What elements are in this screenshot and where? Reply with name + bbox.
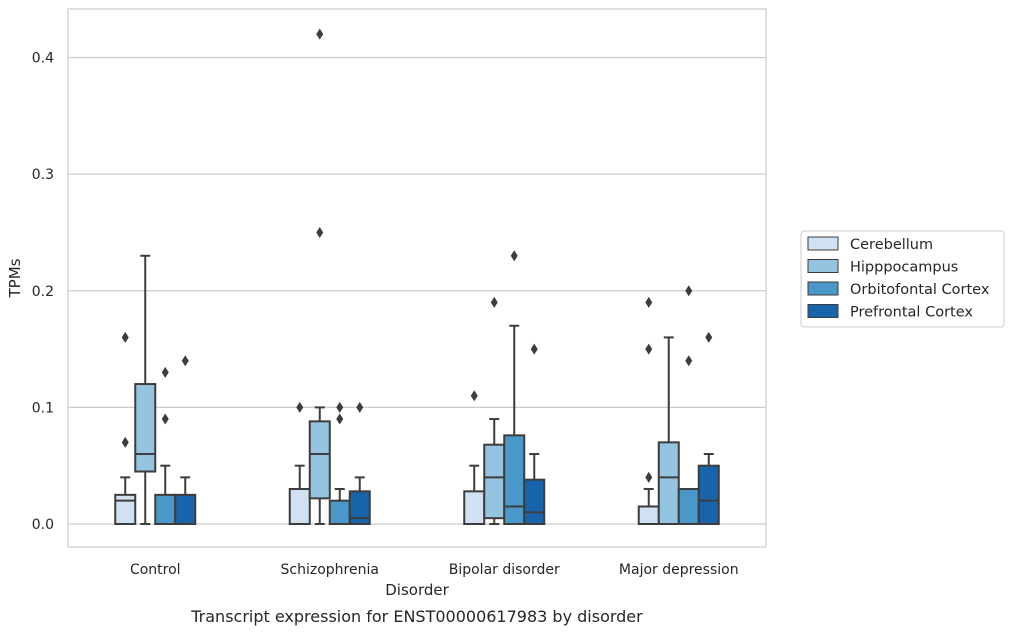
legend-swatch xyxy=(807,259,839,273)
legend-swatch xyxy=(807,281,839,296)
outlier-point xyxy=(316,28,324,40)
box-2 xyxy=(328,401,351,525)
outlier-point xyxy=(490,296,498,308)
outlier-point xyxy=(685,355,693,367)
x-tick-label: Schizophrenia xyxy=(281,562,379,578)
x-axis-label: Disorder xyxy=(385,581,449,599)
plot-area-frame xyxy=(67,8,767,548)
box-iqr xyxy=(483,443,506,520)
box-0 xyxy=(288,401,311,526)
box-3 xyxy=(523,343,546,525)
legend-label: Orbitofontal Cortex xyxy=(850,282,990,298)
y-tick-label: 0.3 xyxy=(32,167,54,183)
box-iqr xyxy=(288,488,311,526)
chart-caption: Transcript expression for ENST0000061798… xyxy=(190,607,643,626)
outlier-point xyxy=(121,436,129,448)
outlier-point xyxy=(336,401,344,413)
box-3 xyxy=(697,331,720,525)
outlier-point xyxy=(161,413,169,425)
box-iqr xyxy=(114,493,137,525)
legend-label: Hipppocampus xyxy=(850,260,958,276)
box-0 xyxy=(637,296,660,526)
box-iqr xyxy=(677,488,700,526)
x-tick-label: Major depression xyxy=(619,562,739,578)
y-tick-label: 0.1 xyxy=(32,400,54,416)
box-iqr xyxy=(174,493,197,525)
box-iqr xyxy=(348,490,371,525)
outlier-point xyxy=(645,471,653,483)
outlier-point xyxy=(316,226,324,238)
box-1 xyxy=(657,336,680,525)
outlier-point xyxy=(470,390,478,402)
y-tick-label: 0.2 xyxy=(32,284,54,300)
legend-frame xyxy=(800,230,1005,328)
y-tick-label: 0.4 xyxy=(32,51,54,67)
outlier-point xyxy=(181,355,189,367)
box-groups xyxy=(114,28,720,526)
outlier-point xyxy=(645,343,653,355)
box-1 xyxy=(308,28,331,525)
outlier-point xyxy=(296,401,304,413)
x-tick-label: Bipolar disorder xyxy=(449,562,560,578)
outlier-point xyxy=(356,401,364,413)
legend-swatch xyxy=(807,236,839,251)
box-iqr xyxy=(154,493,177,525)
box-iqr xyxy=(503,434,526,525)
box-3 xyxy=(174,355,197,525)
outlier-point xyxy=(705,331,713,343)
y-axis-ticks: 0.0 0.1 0.2 0.3 0.4 xyxy=(32,51,54,534)
box-iqr xyxy=(463,490,486,525)
y-tick-label: 0.0 xyxy=(32,517,54,533)
outlier-point xyxy=(336,413,344,425)
outlier-point xyxy=(510,250,518,262)
legend-label: Prefrontal Cortex xyxy=(850,305,973,321)
box-3 xyxy=(348,401,371,525)
outlier-point xyxy=(530,343,538,355)
box-iqr xyxy=(308,420,331,500)
legend-label: Cerebellum xyxy=(850,237,933,253)
x-tick-label: Control xyxy=(130,562,181,578)
x-axis-ticks: Control Schizophrenia Bipolar disorder Majo… xyxy=(130,562,739,578)
box-iqr xyxy=(657,441,680,525)
legend: Cerebellum Hipppocampus Orbitofontal Corte… xyxy=(800,230,1005,328)
box-iqr xyxy=(523,478,546,525)
box-iqr xyxy=(328,499,351,525)
box-iqr xyxy=(697,464,720,525)
outlier-point xyxy=(121,331,129,343)
box-1 xyxy=(134,254,157,525)
y-axis-label: TPMs xyxy=(6,258,24,298)
box-iqr xyxy=(637,505,660,526)
box-2 xyxy=(677,285,700,526)
box-0 xyxy=(114,331,137,525)
outlier-point xyxy=(685,285,693,297)
outlier-point xyxy=(645,296,653,308)
legend-swatch xyxy=(807,304,839,318)
outlier-point xyxy=(161,366,169,378)
box-2 xyxy=(503,250,526,525)
box-iqr xyxy=(134,383,157,473)
